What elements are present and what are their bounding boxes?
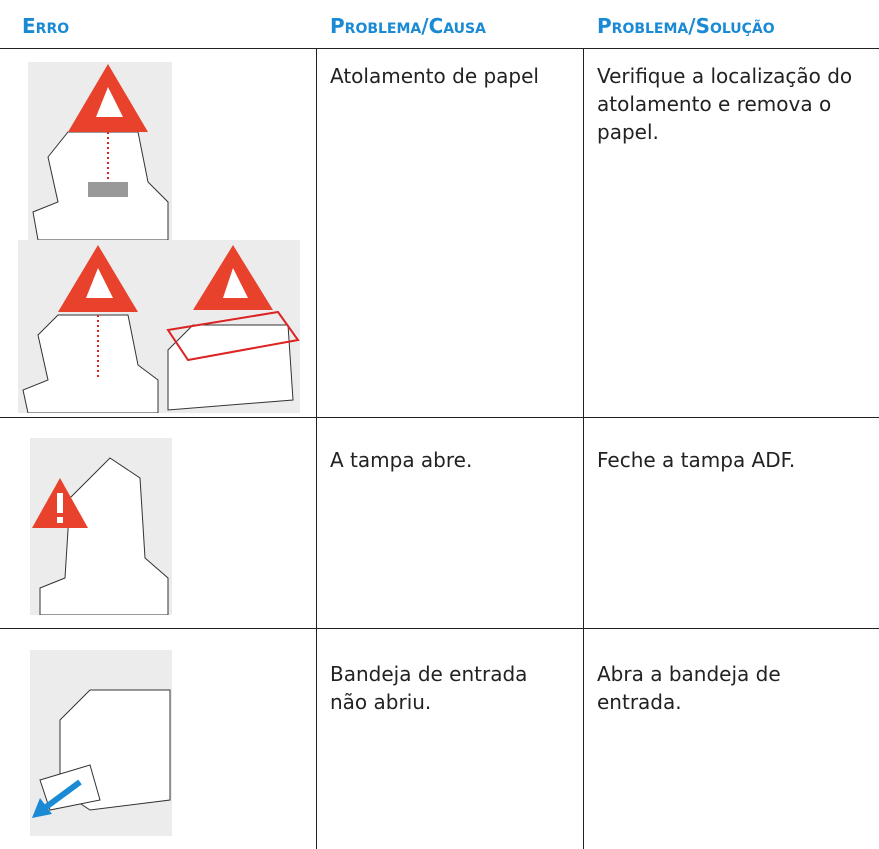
row-line [0,628,879,629]
error-illustration [30,438,172,615]
header-cell: Problema/Causa [330,14,486,38]
cause-text: A tampa abre. [330,448,473,472]
cause-text: Atolamento de papel [330,64,539,88]
cause-text: Bandeja de entrada não abriu. [330,662,528,714]
error-illustration [30,650,172,836]
error-illustration [18,240,300,413]
column-line [316,48,317,849]
column-line [583,48,584,849]
row-line [0,417,879,418]
row-line [0,48,879,49]
solution-text: Feche a tampa ADF. [597,448,796,472]
header-cell: Problema/Solução [597,14,775,38]
solution-text: Abra a bandeja de entrada. [597,662,781,714]
solution-text: Verifique a localização do atolamento e … [597,64,853,144]
error-illustration [28,62,172,240]
header-cell: Erro [22,14,70,38]
